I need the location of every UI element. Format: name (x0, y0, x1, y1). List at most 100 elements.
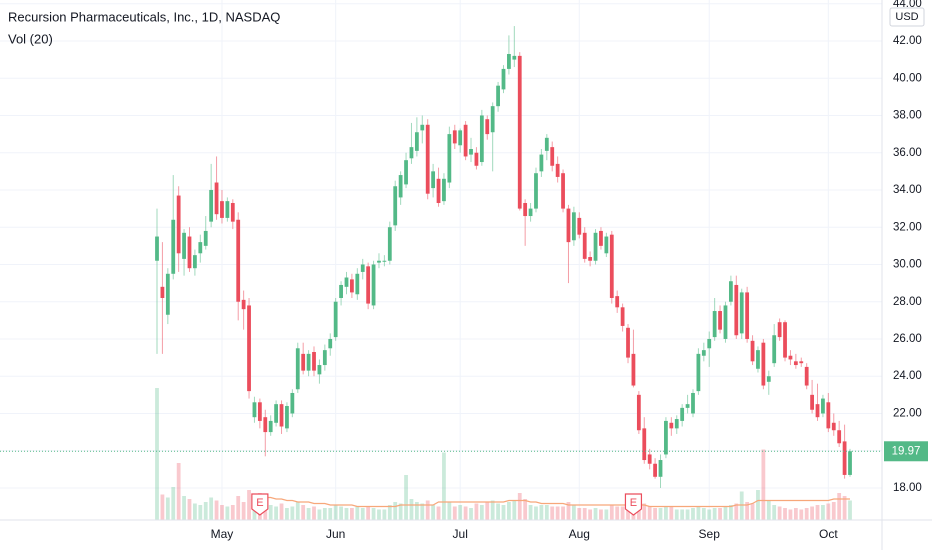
candle-body (512, 55, 517, 60)
candle-body (187, 236, 192, 269)
volume-bar (723, 506, 728, 520)
candle-body (783, 322, 787, 358)
volume-ma-line (259, 495, 850, 508)
candle-body (366, 266, 371, 304)
volume-bar (593, 508, 598, 520)
volume-bar (425, 500, 430, 520)
y-tick-label: 40.00 (893, 72, 922, 84)
indicator-label: Vol (20) (8, 31, 53, 46)
candle-body (685, 404, 690, 408)
volume-bar (793, 508, 798, 520)
candle-body (203, 230, 208, 246)
candle-body (355, 273, 360, 295)
earnings-marker (624, 493, 643, 516)
volume-bar (826, 503, 831, 520)
candle-body (496, 85, 500, 107)
currency-box (889, 7, 925, 27)
candle-body (626, 327, 630, 358)
candle-body (382, 260, 387, 262)
volume-bar (745, 502, 750, 520)
volume-bar (322, 508, 327, 520)
candle-body (555, 163, 560, 177)
candle-body (550, 147, 555, 166)
volume-bar (669, 506, 674, 520)
volume-bar (306, 508, 311, 520)
candle-body (604, 236, 609, 254)
volume-bar (750, 503, 755, 520)
candle-body (176, 195, 181, 254)
candle-body (387, 227, 392, 261)
volume-bar (398, 503, 403, 520)
candle-body (534, 173, 538, 209)
candle-body (723, 305, 728, 339)
volume-pane (155, 388, 852, 520)
candle-body (571, 212, 576, 241)
candle-body (804, 366, 809, 386)
volume-bar (739, 491, 744, 520)
candle-body (485, 119, 490, 135)
candle-body (182, 232, 186, 259)
candle-body (788, 355, 793, 360)
candle-body (290, 392, 295, 414)
candle-body (458, 130, 463, 146)
volume-bar (225, 506, 230, 520)
candle-body (501, 68, 506, 90)
volume-bar (756, 490, 760, 520)
candle-body (279, 404, 284, 427)
candle-body (344, 277, 349, 287)
volume-bar (155, 388, 159, 520)
volume-bar (295, 502, 300, 520)
candle-body (728, 281, 733, 302)
volume-bar (599, 509, 603, 520)
candle-body (664, 420, 668, 455)
candle-body (317, 365, 322, 375)
volume-bar (788, 509, 793, 520)
candle-body (257, 402, 262, 421)
volume-bar (171, 487, 176, 520)
volume-bar (848, 500, 852, 520)
candle-body (636, 394, 641, 431)
volume-bar (561, 506, 565, 520)
volume-bar (577, 508, 582, 520)
candle-body (274, 404, 279, 423)
volume-bar (355, 506, 360, 520)
candle-body (214, 182, 219, 215)
volume-bar (626, 505, 630, 520)
candle-body (431, 171, 436, 189)
candle-body (815, 404, 820, 418)
candle-body (701, 350, 706, 356)
candle-body (409, 147, 414, 159)
candle-body (452, 130, 457, 144)
y-tick-label: 28.00 (893, 296, 922, 308)
candle-body (436, 178, 441, 204)
volume-bar (539, 505, 544, 520)
candle-body (479, 115, 484, 163)
volume-bar (517, 493, 522, 520)
candle-body (523, 203, 528, 217)
x-tick-label: May (211, 527, 234, 541)
volume-bar (366, 506, 371, 520)
volume-bar (285, 508, 289, 520)
volume-bar (479, 505, 484, 520)
volume-bar (447, 502, 452, 520)
candle-body (544, 137, 549, 151)
volume-bar (165, 497, 170, 520)
volume-bar (301, 505, 306, 520)
candle-body (160, 286, 165, 298)
grid (0, 0, 882, 520)
candle-body (404, 160, 408, 185)
y-tick-label: 44.00 (893, 0, 922, 10)
candle-body (566, 208, 571, 243)
candle-body (236, 219, 241, 302)
candle-body (642, 428, 647, 461)
volume-bar (209, 497, 214, 520)
y-tick-label: 34.00 (893, 184, 922, 196)
candle-body (826, 402, 831, 429)
volume-bar (160, 494, 165, 520)
candle-body (653, 463, 657, 477)
volume-bar (734, 503, 739, 520)
candle-body (295, 348, 300, 390)
candle-body (474, 152, 479, 166)
